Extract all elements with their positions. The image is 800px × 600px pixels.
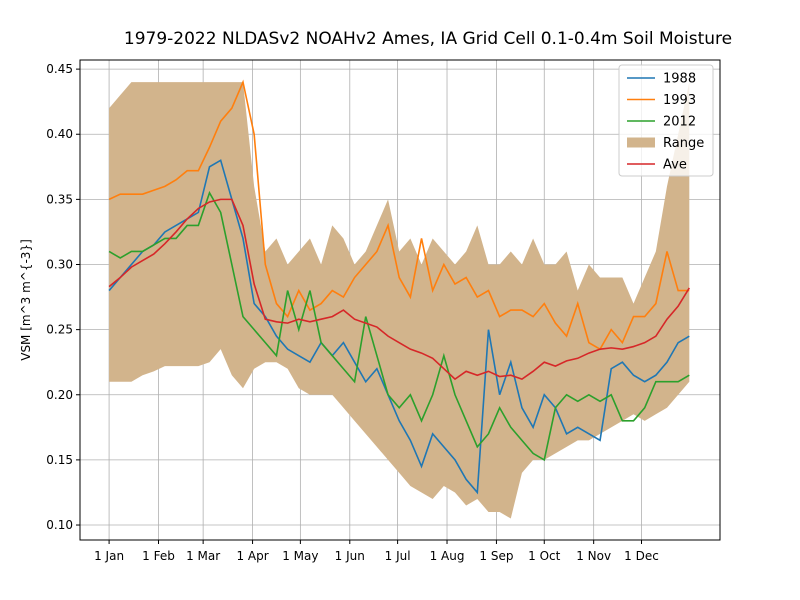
legend-label: 2012 [663, 115, 696, 130]
legend-label: 1993 [663, 93, 696, 108]
x-tick-label: 1 Nov [576, 549, 611, 563]
x-tick-label: 1 May [282, 549, 318, 563]
y-tick-label: 0.15 [46, 453, 73, 467]
y-tick-label: 0.40 [46, 127, 73, 141]
legend: 1988 1993 2012 Range Ave [618, 64, 714, 177]
chart-title: 1979-2022 NLDASv2 NOAHv2 Ames, IA Grid C… [124, 29, 732, 49]
plot-area: 1 Jan 1 Feb 1 Mar 1 Apr 1 May 1 Jun 1 Jul 1 Aug… [46, 59, 721, 563]
range-band [109, 82, 690, 519]
x-tick-label: 1 Oct [528, 549, 560, 563]
x-tick-label: 1 Jan [94, 549, 124, 563]
series-line [108, 79, 690, 351]
x-tick-label: 1 Feb [142, 549, 175, 563]
axes-frame [79, 59, 721, 541]
x-tick-label: 1 Apr [236, 549, 268, 563]
x-tick-label: 1 Jul [385, 549, 411, 563]
legend-swatch [627, 137, 655, 148]
y-tick-label: 0.20 [46, 388, 73, 402]
x-tick-label: 1 Sep [479, 549, 513, 563]
y-tick-label: 0.30 [46, 258, 73, 272]
y-tick-label: 0.35 [46, 192, 73, 206]
legend-box [618, 64, 714, 177]
x-tick-label: 1 Mar [186, 549, 220, 563]
y-tick-label: 0.10 [46, 518, 73, 532]
legend-label: Range [663, 136, 704, 151]
series-line [108, 159, 690, 495]
y-tick-label: 0.45 [46, 62, 73, 76]
y-tick-label: 0.25 [46, 323, 73, 337]
legend-label: 1988 [663, 72, 696, 87]
series-line [108, 198, 690, 381]
legend-label: Ave [663, 158, 687, 173]
x-tick-label: 1 Aug [430, 549, 465, 563]
y-axis-label: VSM [m^3 m^{-3}] [19, 239, 33, 361]
x-tick-label: 1 Dec [624, 549, 659, 563]
x-tick-label: 1 Jun [335, 549, 365, 563]
